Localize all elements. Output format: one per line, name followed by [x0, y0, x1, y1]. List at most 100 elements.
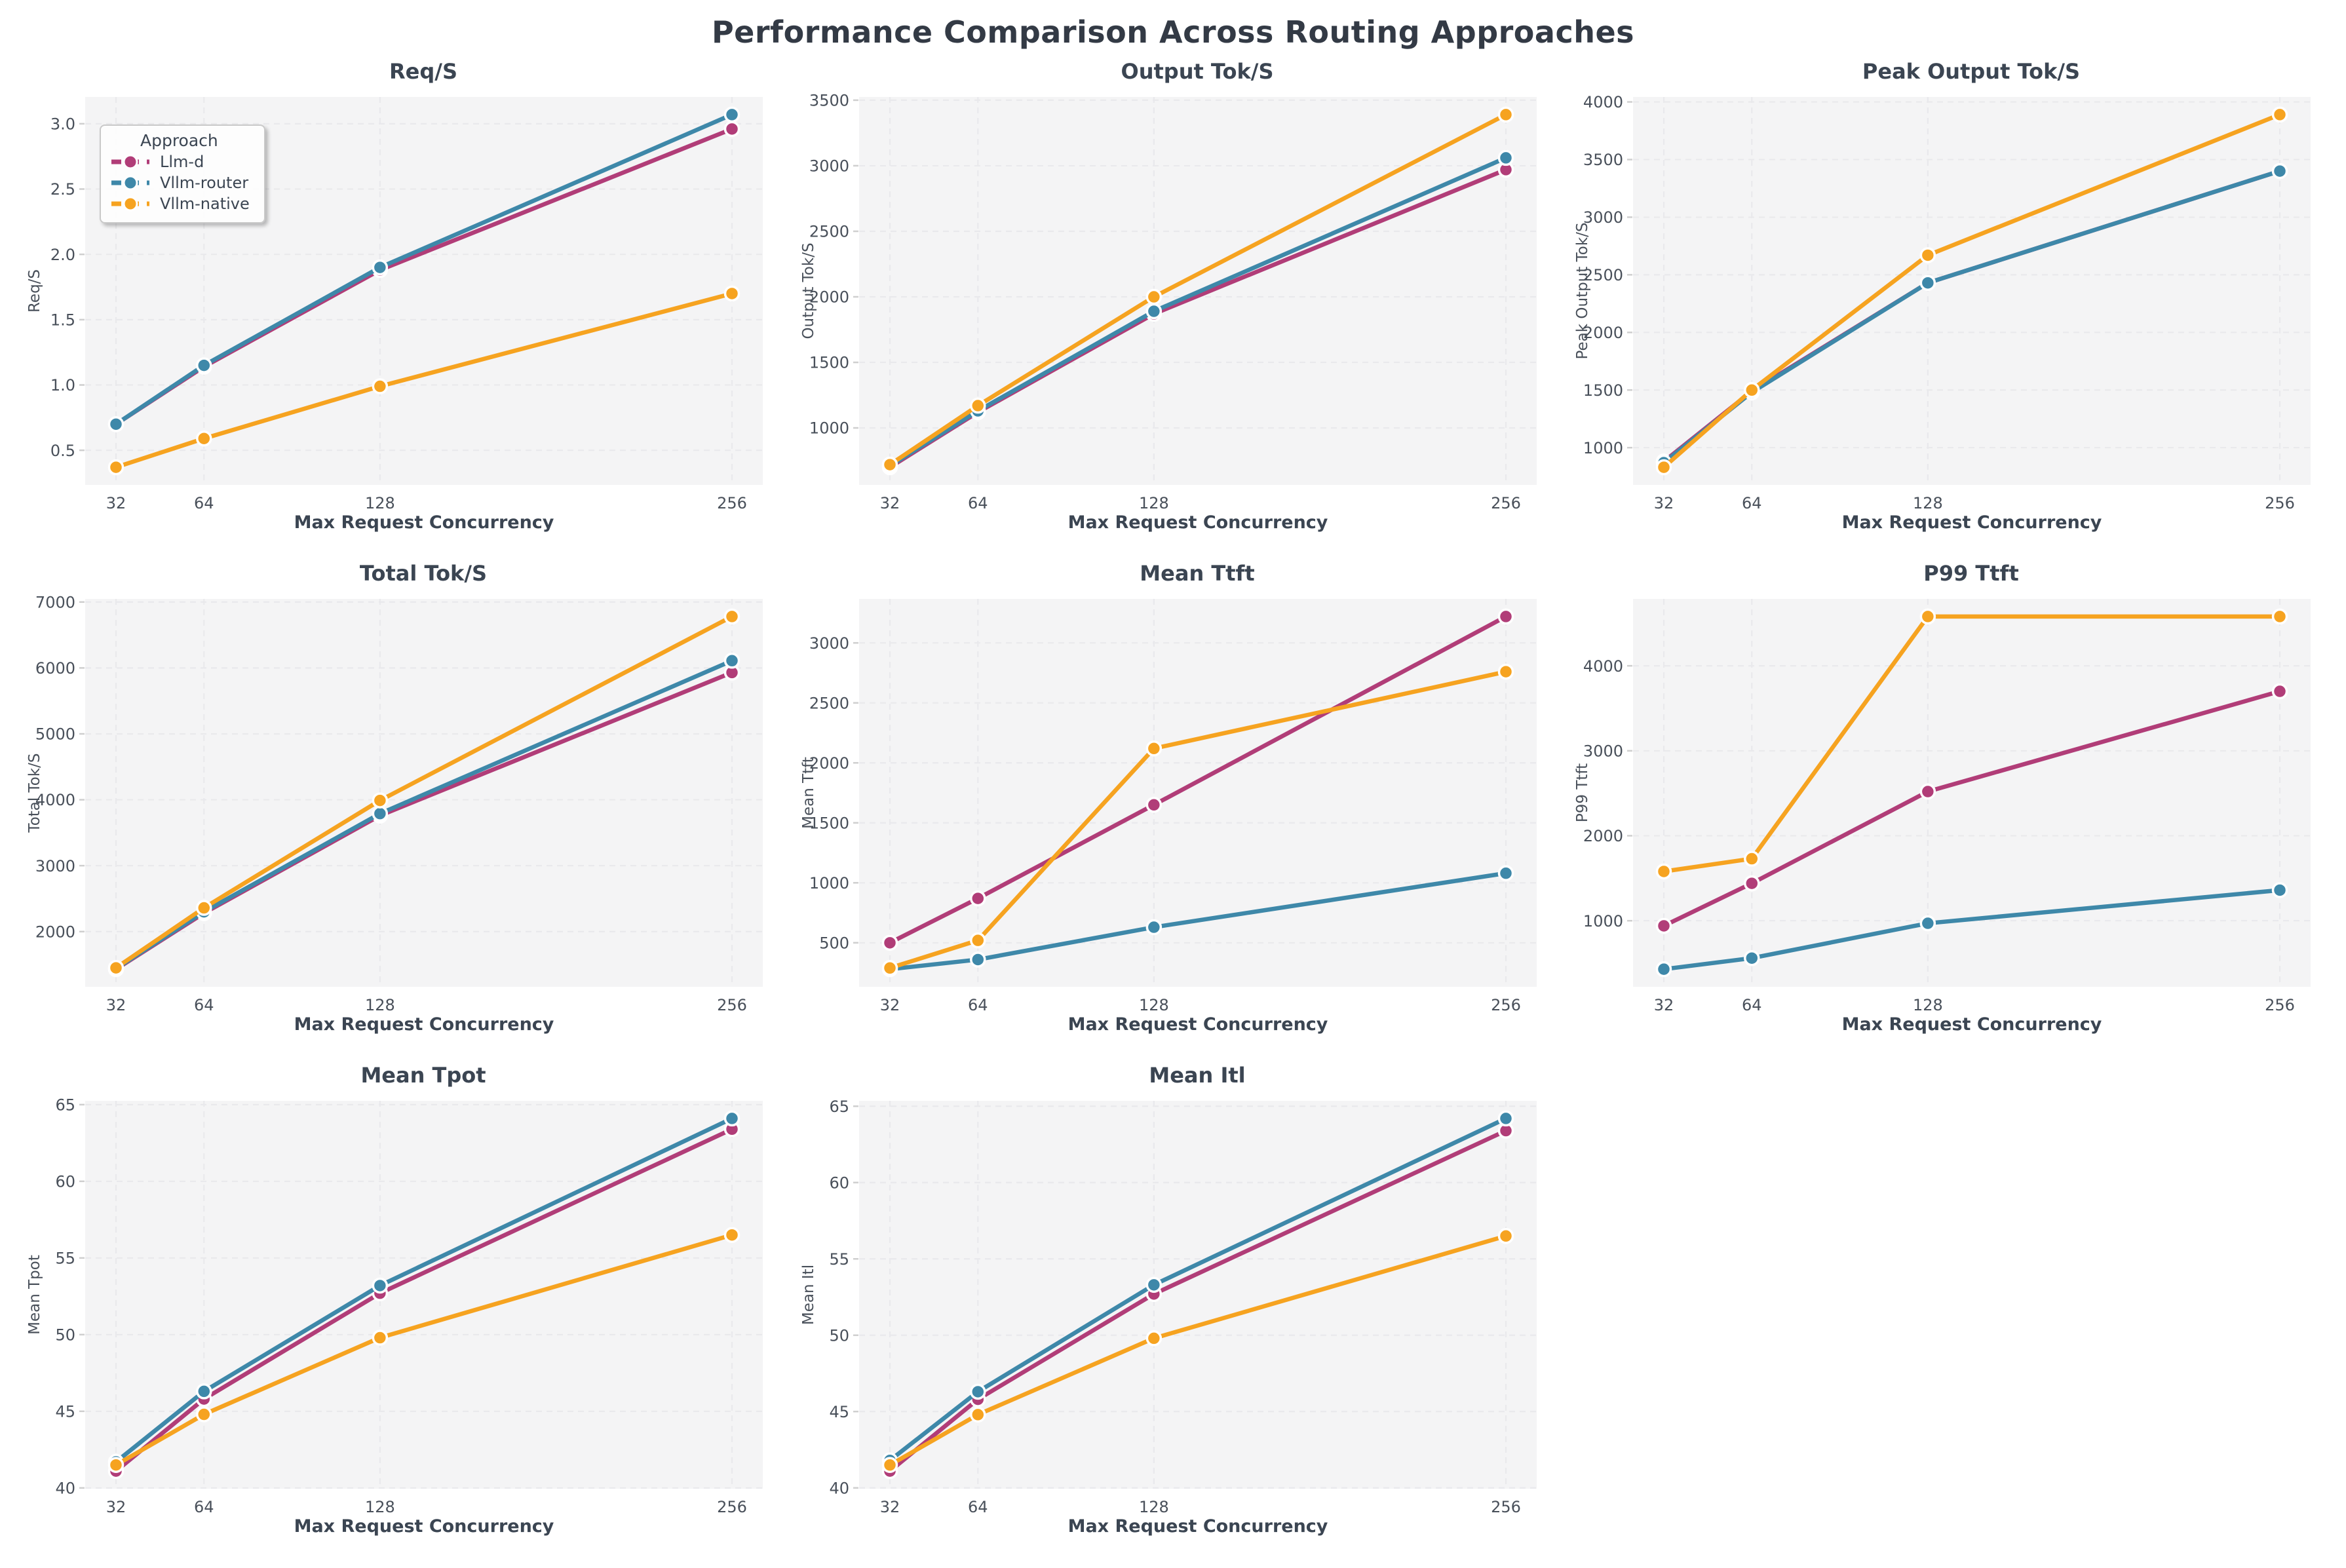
y-tick-label: 2000 — [35, 923, 75, 941]
chart-cell-mean-ttft: Mean Ttft 500 1000 1500 2000 2500 3000 32 64 128… — [796, 558, 1550, 1056]
series-marker-vllm-native — [372, 792, 389, 809]
series-marker-vllm-router — [1145, 303, 1163, 320]
series-line-vllm-native — [113, 614, 735, 970]
x-axis-label: Max Request Concurrency — [1842, 512, 2102, 533]
plot-panel — [1633, 599, 2311, 987]
series-marker-vllm-router — [2271, 163, 2288, 180]
legend-marker-vllm-native — [111, 196, 149, 212]
chart-title: Mean Itl — [1149, 1063, 1246, 1088]
series-marker-vllm-native — [107, 459, 125, 476]
y-axis-label: Output Tok/S — [800, 242, 817, 339]
line-chart-peak-output-tok-s: 1000 1500 2000 2500 3000 3500 4000 32 64 128 256 Pe… — [1574, 93, 2311, 533]
x-tick-label: 32 — [106, 996, 126, 1014]
chart-cell-mean-tpot: Mean Tpot 40 45 50 55 60 65 32 64 128 256 Mean Tpo… — [22, 1060, 776, 1558]
y-tick-label: 2.5 — [50, 180, 75, 199]
series-marker-vllm-native — [1145, 1330, 1163, 1347]
legend-label: Vllm-native — [160, 195, 250, 213]
x-tick-label: 256 — [1491, 494, 1521, 512]
y-tick-label: 3000 — [35, 857, 75, 875]
series-line-vllm-native — [887, 112, 1509, 467]
series-marker-vllm-router — [107, 416, 125, 432]
y-axis-label: Mean Ttft — [800, 757, 817, 829]
series-marker-vllm-native — [1497, 106, 1514, 123]
series-marker-vllm-router — [1145, 1276, 1163, 1293]
series-marker-llm-d — [1655, 917, 1672, 934]
y-tick-label: 3000 — [1583, 208, 1623, 227]
y-tick-label: 40 — [55, 1479, 75, 1497]
y-tick-label: 5000 — [35, 725, 75, 744]
page-title: Performance Comparison Across Routing Ap… — [711, 14, 1635, 50]
plot-panel — [1633, 97, 2311, 485]
y-tick-label: 1000 — [1583, 912, 1623, 930]
series-marker-llm-d — [1919, 783, 1936, 800]
y-tick-label: 3000 — [809, 157, 849, 176]
legend-marker-llm-d — [111, 154, 149, 170]
series-marker-vllm-native — [970, 932, 986, 949]
x-tick-label: 256 — [2265, 996, 2295, 1014]
x-tick-label: 128 — [1913, 996, 1943, 1014]
x-tick-label: 32 — [880, 494, 900, 512]
x-tick-label: 32 — [880, 1498, 900, 1516]
x-tick-label: 64 — [968, 494, 988, 512]
y-tick-label: 6000 — [35, 659, 75, 678]
y-axis-label: Mean Itl — [800, 1265, 817, 1325]
y-tick-label: 3500 — [1583, 151, 1623, 169]
y-tick-label: 1500 — [809, 814, 849, 832]
plot-panel — [859, 599, 1537, 987]
y-tick-label: 0.5 — [50, 442, 75, 460]
x-tick-label: 64 — [1742, 494, 1762, 512]
legend-label: Llm-d — [160, 153, 204, 171]
chart-title: Total Tok/S — [359, 561, 488, 586]
series-line-vllm-router — [887, 871, 1509, 972]
x-tick-label: 256 — [717, 1498, 747, 1516]
series-marker-vllm-native — [1655, 459, 1672, 476]
legend-title: Approach — [140, 131, 218, 150]
empty-cell — [1570, 1060, 2324, 1558]
series-marker-vllm-native — [970, 397, 986, 414]
y-tick-label: 3000 — [809, 634, 849, 653]
legend-marker-vllm-router — [111, 175, 149, 191]
y-tick-label: 1500 — [809, 354, 849, 372]
line-chart-mean-tpot: 40 45 50 55 60 65 32 64 128 256 Mean Tpot Max Reque… — [26, 1096, 763, 1537]
y-tick-label: 1000 — [809, 874, 849, 892]
series-marker-vllm-router — [372, 1277, 389, 1294]
y-tick-label: 1.0 — [50, 376, 75, 394]
line-chart-mean-itl: 40 45 50 55 60 65 32 64 128 256 Mean Itl Max Reques… — [800, 1098, 1537, 1537]
series-marker-llm-d — [2271, 683, 2288, 700]
x-tick-label: 256 — [1491, 1498, 1521, 1516]
y-tick-label: 45 — [829, 1403, 849, 1421]
y-tick-label: 2000 — [1583, 827, 1623, 845]
series-marker-llm-d — [1145, 797, 1163, 813]
chart-cell-peak-output-tok-s: Peak Output Tok/S 1000 1500 2000 2500 3000 35… — [1570, 56, 2324, 554]
x-tick-label: 32 — [106, 1498, 126, 1516]
series-marker-vllm-router — [1145, 919, 1163, 936]
series-marker-vllm-native — [107, 959, 125, 976]
chart-title: P99 Ttft — [1923, 561, 2019, 586]
y-tick-label: 3.0 — [50, 115, 75, 134]
series-marker-vllm-native — [881, 960, 898, 976]
series-marker-vllm-router — [372, 805, 389, 822]
series-line-vllm-native — [887, 669, 1509, 970]
x-tick-label: 64 — [194, 1498, 214, 1516]
legend-dot — [123, 154, 138, 170]
series-marker-vllm-router — [2271, 882, 2288, 898]
x-axis-label: Max Request Concurrency — [294, 1014, 554, 1035]
y-tick-label: 500 — [819, 934, 849, 952]
series-marker-llm-d — [723, 121, 740, 138]
series-marker-vllm-native — [2271, 608, 2288, 625]
y-tick-label: 2000 — [1583, 324, 1623, 342]
y-tick-label: 1.5 — [50, 311, 75, 329]
x-tick-label: 256 — [1491, 996, 1521, 1014]
y-axis-label: Peak Output Tok/S — [1574, 222, 1591, 359]
series-marker-vllm-native — [1497, 1228, 1514, 1244]
series-marker-vllm-native — [2271, 106, 2288, 123]
x-tick-label: 256 — [717, 494, 747, 512]
chart-cell-total-tok-s: Total Tok/S 2000 3000 4000 5000 6000 7000 32 64… — [22, 558, 776, 1056]
y-tick-label: 2.0 — [50, 246, 75, 264]
series-line-vllm-router — [1661, 888, 2282, 972]
x-tick-label: 64 — [194, 494, 214, 512]
series-marker-vllm-native — [107, 1457, 125, 1473]
y-tick-label: 4000 — [1583, 657, 1623, 676]
series-marker-vllm-native — [372, 378, 389, 394]
